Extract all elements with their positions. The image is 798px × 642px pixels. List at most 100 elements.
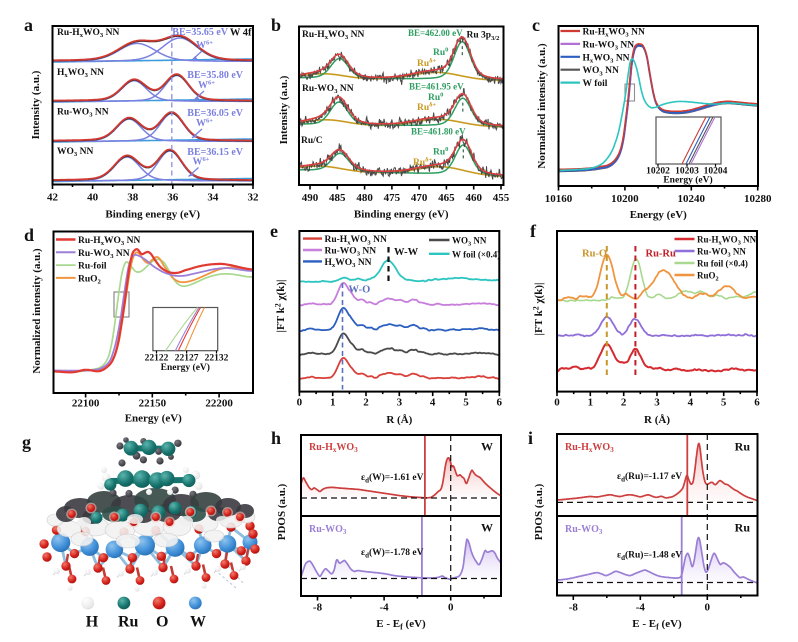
svg-text:Ru-foil: Ru-foil xyxy=(78,262,107,272)
svg-text:Ru-WO3​ NN: Ru-WO3​ NN xyxy=(583,40,635,51)
svg-text:Ru-Hx​WO3​ NN: Ru-Hx​WO3​ NN xyxy=(325,235,387,246)
svg-text:480: 480 xyxy=(356,192,373,204)
svg-text:0: 0 xyxy=(554,397,560,409)
svg-text:WO3​ NN: WO3​ NN xyxy=(57,147,93,158)
svg-text:Energy (eV): Energy (eV) xyxy=(125,413,182,425)
svg-text:Normalized intensity (a.u.): Normalized intensity (a.u.) xyxy=(536,43,548,169)
svg-text:Ru: Ru xyxy=(735,440,751,454)
svg-text:Ru-WO3​: Ru-WO3​ xyxy=(309,524,347,536)
svg-text:E - Ef (eV): E - Ef (eV) xyxy=(632,618,682,632)
svg-text:10200: 10200 xyxy=(611,193,639,205)
svg-text:34: 34 xyxy=(207,192,219,204)
svg-text:Binding energy (eV): Binding energy (eV) xyxy=(354,209,449,221)
svg-text:-8: -8 xyxy=(569,602,579,614)
svg-text:22122: 22122 xyxy=(145,354,169,364)
svg-text:Ru-Hx​WO3​ NN: Ru-Hx​WO3​ NN xyxy=(302,30,364,41)
svg-text:Energy (eV): Energy (eV) xyxy=(161,362,210,373)
svg-text:c: c xyxy=(532,15,540,35)
svg-text:a: a xyxy=(24,15,33,35)
svg-text:10203: 10203 xyxy=(675,167,699,177)
svg-text:455: 455 xyxy=(493,192,510,204)
svg-text:4: 4 xyxy=(430,397,436,409)
svg-text:22127: 22127 xyxy=(175,354,199,364)
svg-text:Ru-O: Ru-O xyxy=(582,249,607,260)
svg-text:22150: 22150 xyxy=(139,398,167,410)
svg-text:Ru-Hx​WO3​ NN: Ru-Hx​WO3​ NN xyxy=(57,28,119,39)
svg-text:εd(Ru)=-1.48 eV: εd(Ru)=-1.48 eV xyxy=(617,550,682,563)
svg-text:1: 1 xyxy=(330,397,336,409)
svg-text:Ru-Ru: Ru-Ru xyxy=(646,249,677,260)
svg-text:O: O xyxy=(156,614,168,631)
svg-text:εd(W)=-1.78 eV: εd(W)=-1.78 eV xyxy=(361,547,424,560)
svg-text:4: 4 xyxy=(688,397,694,409)
svg-text:R (Å): R (Å) xyxy=(644,414,670,426)
svg-text:εd(Ru)=-1.17 eV: εd(Ru)=-1.17 eV xyxy=(617,471,682,484)
svg-text:Ru-Hx​WO3​ NN: Ru-Hx​WO3​ NN xyxy=(78,236,140,247)
svg-text:Ru-Hx​WO3​ NN: Ru-Hx​WO3​ NN xyxy=(583,28,645,39)
svg-text:40: 40 xyxy=(87,192,99,204)
svg-text:10202: 10202 xyxy=(646,167,670,177)
svg-text:-8: -8 xyxy=(313,602,323,614)
svg-text:Ruδ+: Ruδ+ xyxy=(413,157,433,169)
svg-text:36: 36 xyxy=(167,192,179,204)
svg-text:Ru 3p3/2: Ru 3p3/2 xyxy=(467,31,500,43)
svg-text:W6+: W6+ xyxy=(193,156,210,168)
svg-text:W-O: W-O xyxy=(349,285,371,296)
svg-text:W: W xyxy=(481,440,493,454)
svg-text:0: 0 xyxy=(705,602,711,614)
svg-text:22100: 22100 xyxy=(72,398,100,410)
svg-text:Ru-WO3​ NN: Ru-WO3​ NN xyxy=(697,247,746,259)
svg-text:485: 485 xyxy=(329,192,346,204)
svg-text:Ru0: Ru0 xyxy=(433,47,448,59)
svg-text:Ru foil (×0.4): Ru foil (×0.4) xyxy=(697,259,748,269)
svg-text:Ru-WO3​: Ru-WO3​ xyxy=(565,524,603,536)
svg-text:Ru-Hx​WO3​ NN: Ru-Hx​WO3​ NN xyxy=(697,235,757,247)
svg-text:BE=35.80 eV: BE=35.80 eV xyxy=(187,70,243,81)
svg-text:0: 0 xyxy=(448,602,454,614)
svg-text:5: 5 xyxy=(463,397,469,409)
svg-text:-4: -4 xyxy=(380,602,390,614)
svg-text:5: 5 xyxy=(721,397,727,409)
svg-text:BE=461.95 eV: BE=461.95 eV xyxy=(409,82,464,92)
svg-text:W-W: W-W xyxy=(394,247,419,258)
svg-text:Hx​WO3​ NN: Hx​WO3​ NN xyxy=(583,53,630,64)
svg-text:475: 475 xyxy=(384,192,401,204)
svg-text:W6+: W6+ xyxy=(196,118,213,130)
svg-text:Energy (eV): Energy (eV) xyxy=(630,209,687,221)
svg-text:460: 460 xyxy=(465,192,482,204)
svg-text:Hx​WO3​ NN: Hx​WO3​ NN xyxy=(57,68,104,79)
svg-text:WO3​ NN: WO3​ NN xyxy=(452,236,487,248)
svg-text:465: 465 xyxy=(438,192,455,204)
svg-text:Ru-WO3​ NN: Ru-WO3​ NN xyxy=(325,247,377,258)
svg-text:490: 490 xyxy=(302,192,319,204)
svg-text:g: g xyxy=(22,432,31,452)
svg-text:W foil (×0.4): W foil (×0.4) xyxy=(452,249,500,259)
svg-text:εd(W)=-1.61 eV: εd(W)=-1.61 eV xyxy=(361,472,424,485)
svg-text:10240: 10240 xyxy=(678,193,706,205)
svg-text:b: b xyxy=(271,15,281,35)
svg-text:0: 0 xyxy=(297,397,303,409)
svg-text:Intensity (a.u.): Intensity (a.u.) xyxy=(30,70,42,139)
svg-text:22200: 22200 xyxy=(205,398,233,410)
svg-text:d: d xyxy=(24,225,34,245)
svg-text:Ru-Hx​WO3​: Ru-Hx​WO3​ xyxy=(309,442,358,454)
svg-text:Hx​WO3​ NN: Hx​WO3​ NN xyxy=(325,258,372,269)
svg-text:BE=461.80 eV: BE=461.80 eV xyxy=(411,127,466,137)
svg-text:f: f xyxy=(530,221,537,241)
svg-text:Ru0: Ru0 xyxy=(428,92,443,104)
svg-text:BE=35.65 eV: BE=35.65 eV xyxy=(172,27,228,38)
svg-text:W 4f: W 4f xyxy=(230,28,252,39)
svg-text:PDOS (a.u.): PDOS (a.u.) xyxy=(276,483,288,540)
svg-text:RuO2​: RuO2​ xyxy=(78,274,102,285)
svg-text:W6+: W6+ xyxy=(198,80,215,92)
svg-text:|FT k2 χ(k)|: |FT k2 χ(k)| xyxy=(532,283,546,336)
svg-text:Ru-WO3​ NN: Ru-WO3​ NN xyxy=(57,108,109,119)
svg-text:1: 1 xyxy=(588,397,594,409)
svg-text:W6+: W6+ xyxy=(196,40,213,52)
svg-text:Ruδ+: Ruδ+ xyxy=(417,102,437,114)
svg-text:38: 38 xyxy=(127,192,139,204)
svg-text:Ru-WO3​ NN: Ru-WO3​ NN xyxy=(302,84,354,95)
svg-text:BE=36.15 eV: BE=36.15 eV xyxy=(187,147,243,158)
svg-text:RuO2​: RuO2​ xyxy=(697,271,719,283)
svg-text:PDOS (a.u.): PDOS (a.u.) xyxy=(533,483,545,540)
